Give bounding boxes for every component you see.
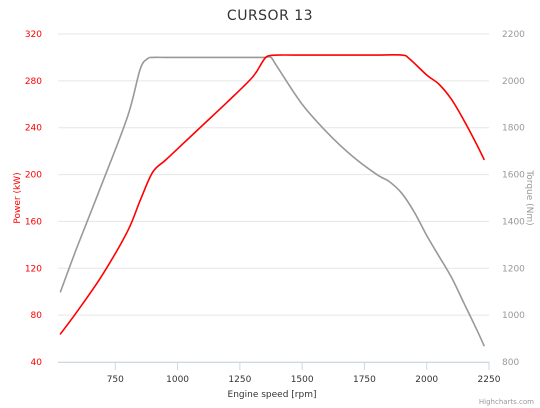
power-line[interactable] bbox=[59, 54, 485, 335]
series bbox=[59, 54, 485, 347]
left-tick-label: 160 bbox=[25, 217, 42, 227]
right-tick-label: 2200 bbox=[502, 30, 525, 40]
right-tick-label: 800 bbox=[502, 358, 519, 368]
right-tick-label: 1000 bbox=[502, 311, 525, 321]
x-axis-title: Engine speed [rpm] bbox=[228, 390, 317, 400]
right-tick-label: 1600 bbox=[502, 171, 525, 181]
left-tick-label: 240 bbox=[25, 124, 42, 134]
left-tick-label: 320 bbox=[25, 30, 42, 40]
left-tick-label: 280 bbox=[25, 77, 42, 87]
right-axis-title: Torque (Nm) bbox=[524, 169, 534, 225]
right-tick-label: 1800 bbox=[502, 124, 525, 134]
tick-labels: 40 80 120 160 200 240 280 320 800 1000 1200 1400 160… bbox=[25, 30, 525, 385]
credits-label[interactable]: Highcharts.com bbox=[479, 398, 534, 406]
chart-title: CURSOR 13 bbox=[227, 8, 313, 24]
x-tick-label: 1250 bbox=[228, 375, 251, 385]
left-axis-title: Power (kW) bbox=[13, 172, 23, 223]
left-tick-label: 120 bbox=[25, 264, 42, 274]
x-tick-label: 1000 bbox=[166, 375, 189, 385]
x-tick-label: 1500 bbox=[291, 375, 314, 385]
left-tick-label: 80 bbox=[31, 311, 43, 321]
right-tick-label: 2000 bbox=[502, 77, 525, 87]
grid bbox=[58, 33, 490, 370]
right-tick-label: 1200 bbox=[502, 264, 525, 274]
left-tick-label: 40 bbox=[31, 358, 43, 368]
x-tick-label: 1750 bbox=[353, 375, 376, 385]
right-tick-label: 1400 bbox=[502, 217, 525, 227]
x-tick-label: 750 bbox=[107, 375, 124, 385]
x-tick-label: 2250 bbox=[478, 375, 501, 385]
left-tick-label: 200 bbox=[25, 171, 42, 181]
x-tick-label: 2000 bbox=[415, 375, 438, 385]
torque-line[interactable] bbox=[59, 55, 485, 347]
